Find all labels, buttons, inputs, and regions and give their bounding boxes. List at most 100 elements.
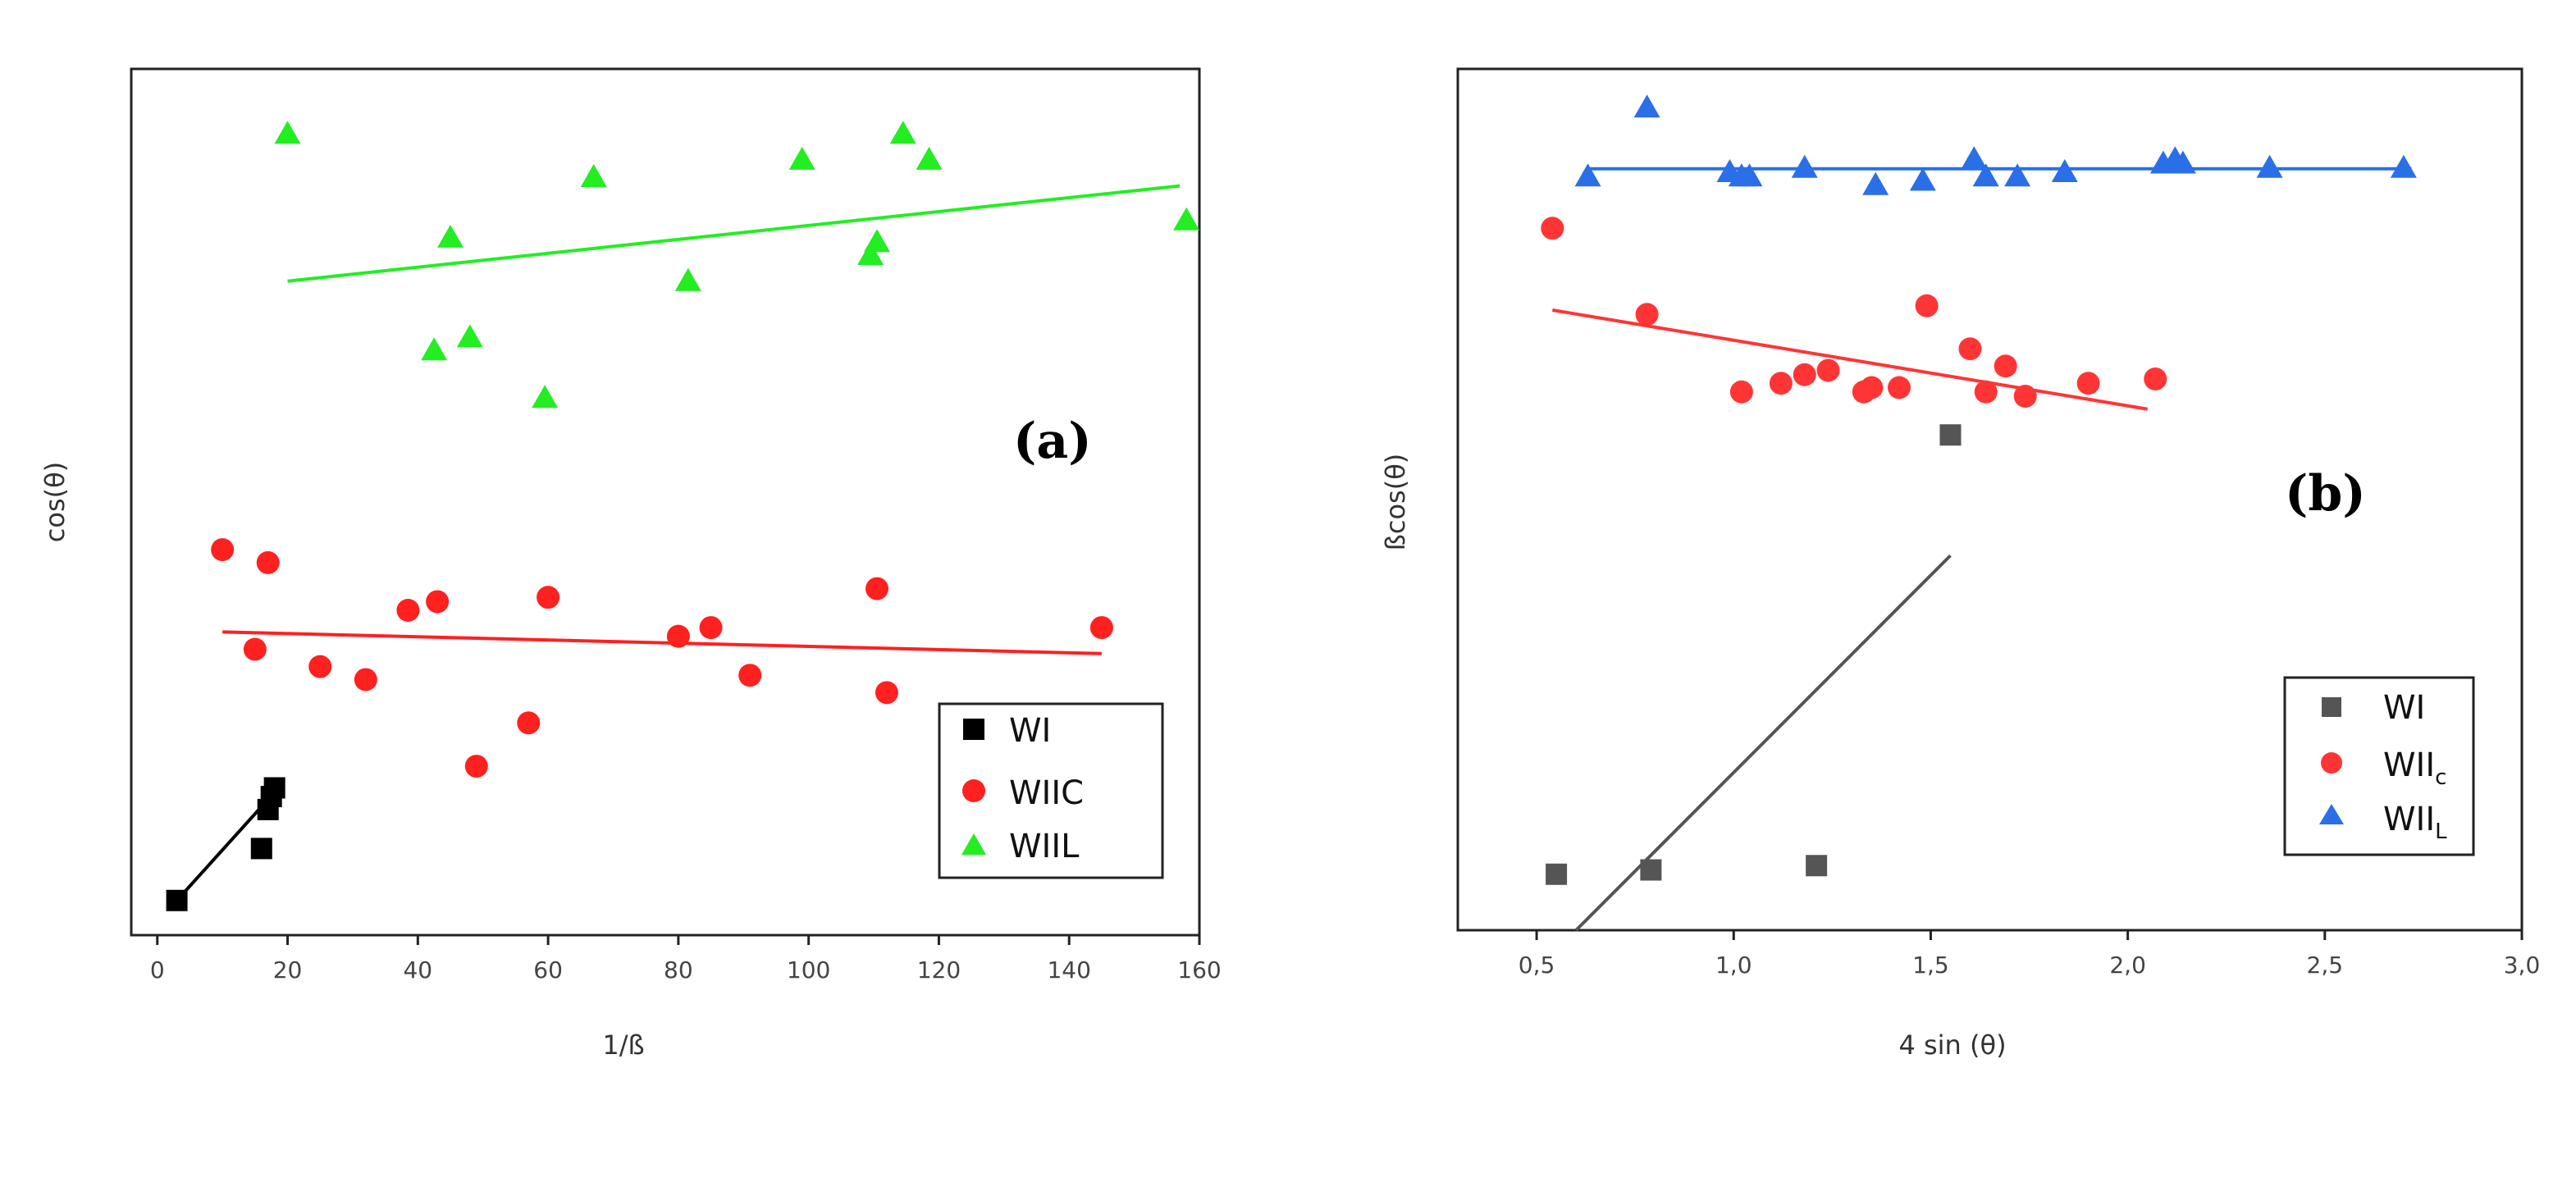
data-point-wiic (256, 550, 280, 574)
x-tick-label: 80 (664, 956, 693, 984)
legend-marker-wi-a (963, 719, 984, 740)
data-point-wiic (738, 664, 762, 687)
data-point-wiic (517, 711, 541, 735)
data-point-wiil (1862, 171, 1889, 195)
legend-marker-wiil-b (2319, 804, 2344, 824)
legend-marker-wi-b (2322, 697, 2341, 717)
x-tick-label: 60 (533, 956, 563, 984)
data-point-wiil (274, 121, 301, 144)
data-point-wiil (437, 224, 464, 248)
data-point-wiic (866, 577, 889, 600)
data-point-wiil (2051, 159, 2078, 182)
x-tick-label: 0,5 (1519, 952, 1555, 979)
data-point-wiil (889, 121, 916, 144)
data-point-wiil (2169, 150, 2196, 174)
data-point-wiic (354, 668, 377, 692)
data-point-wi (263, 777, 285, 799)
legend-label-wi-b: WI (2383, 689, 2425, 727)
legend-label-wiil-b-sub: L (2435, 819, 2447, 844)
x-tick-label: 3,0 (2504, 952, 2541, 979)
panel-label-b: (b) (2285, 465, 2366, 523)
data-point-wiic (699, 616, 723, 640)
data-point-wiil (532, 385, 559, 409)
data-point-wiil (1633, 94, 1660, 118)
data-points-b (1541, 94, 2417, 885)
data-point-wiic (666, 624, 690, 648)
legend-label-wiil-b-base: WII (2383, 801, 2435, 838)
x-tick-label: 160 (1177, 956, 1221, 984)
legend-label-wiil-a: WIIL (1009, 828, 1080, 865)
data-point-wi (250, 838, 272, 860)
data-point-wi (1640, 859, 1662, 881)
data-point-wiic (1769, 372, 1793, 395)
data-point-wiic (1816, 358, 1840, 382)
data-point-wiil (916, 146, 943, 170)
data-point-wiic (211, 538, 235, 562)
data-point-wiic (308, 655, 332, 678)
fit-line-wiil (287, 184, 1181, 283)
y-axis-label-b: ßcos(θ) (1380, 454, 1411, 551)
legend-label-wi-a: WI (1009, 712, 1051, 750)
x-ticks-a: 0 20 40 60 80 100 120 140 160 (150, 935, 1222, 984)
legend-box-b (2283, 676, 2475, 856)
legend-label-wiic-b-base: WII (2383, 746, 2435, 784)
legend-marker-wiic-b (2321, 752, 2342, 774)
data-point-wiic (464, 755, 488, 778)
x-tick-label: 140 (1047, 956, 1090, 984)
x-axis-label-a: 1/ß (602, 1029, 644, 1061)
data-point-wiic (396, 599, 420, 622)
x-axis-label-b: 4 sin (θ) (1898, 1029, 2006, 1061)
data-point-wiil (580, 164, 607, 187)
data-point-wiil (1173, 207, 1200, 231)
data-point-wi (1806, 855, 1828, 877)
data-point-wiil (2004, 163, 2031, 187)
legend-b: WI WIIc WIIL (2283, 676, 2475, 856)
data-point-wiil (456, 324, 483, 348)
data-point-wiic (1994, 354, 2017, 378)
x-tick-label: 20 (273, 956, 303, 984)
x-tick-label: 120 (917, 956, 961, 984)
data-point-wiil (674, 267, 701, 291)
data-point-wiic (537, 586, 560, 609)
data-point-wiic (875, 681, 898, 705)
data-point-wiil (857, 242, 884, 266)
legend-marker-wiic-a (962, 779, 985, 802)
y-axis-label-a: cos(θ) (39, 462, 71, 542)
data-point-wi (1546, 863, 1568, 885)
x-ticks-b: 0,5 1,0 1,5 2,0 2,5 3,0 (1519, 930, 2540, 979)
data-point-wiic (1089, 616, 1113, 640)
data-point-wiil (1736, 163, 1763, 187)
data-point-wiic (426, 590, 450, 614)
legend-label-wiic-b-sub: c (2435, 765, 2446, 790)
data-point-wiic (1793, 363, 1816, 386)
data-point-wiil (1574, 163, 1601, 187)
fit-line-wi (1574, 554, 1952, 932)
data-point-wiic (1541, 217, 1564, 240)
x-tick-label: 100 (787, 956, 830, 984)
data-points-a (166, 121, 1200, 911)
data-point-wiic (1860, 376, 1884, 399)
fit-line-wiic (222, 630, 1102, 655)
x-tick-label: 2,5 (2307, 952, 2344, 979)
data-point-wi (166, 889, 188, 911)
data-point-wiic (1635, 303, 1659, 326)
legend-a: WI WIIC WIIL (938, 702, 1164, 879)
data-point-wiic (1888, 376, 1911, 399)
data-point-wiil (1972, 163, 1999, 187)
data-point-wiil (2390, 154, 2417, 178)
panel-b: 0,5 1,0 1,5 2,0 2,5 3,0 4 sin (θ) ßcos(θ) (b)… (1380, 67, 2540, 1061)
data-point-wiic (243, 637, 267, 661)
data-point-wiic (1974, 380, 1998, 404)
data-point-wiil (1961, 146, 1988, 170)
data-point-wiil (788, 146, 815, 170)
data-point-wiic (1958, 337, 1982, 361)
data-point-wiil (1909, 167, 1936, 191)
data-point-wiic (2076, 372, 2100, 395)
data-point-wiil (2256, 154, 2283, 178)
legend-label-wiil-b: WIIL (2383, 801, 2447, 844)
data-point-wiic (2013, 385, 2037, 408)
fit-line-wiic (1551, 308, 2148, 411)
data-point-wiil (421, 337, 448, 361)
legend-label-wiic-a: WIIC (1009, 774, 1084, 812)
